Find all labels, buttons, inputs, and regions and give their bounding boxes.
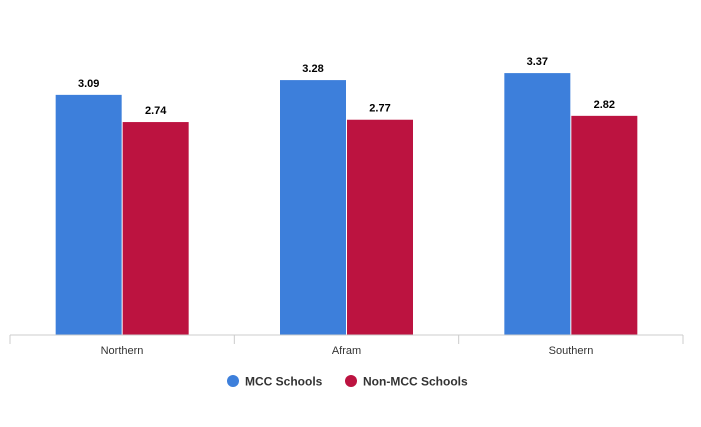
bar-non-mcc-schools-southern[interactable] [571, 115, 638, 336]
legend-label-mcc-schools: MCC Schools [245, 375, 323, 389]
value-label-mcc-schools-afram: 3.28 [302, 63, 323, 75]
value-labels-group: 3.09 2.74 3.28 2.77 3.37 2.82 [78, 56, 615, 117]
bars-group [55, 73, 638, 336]
value-label-non-mcc-schools-southern: 2.82 [594, 99, 615, 111]
category-label-afram: Afram [332, 345, 361, 357]
legend-label-non-mcc-schools: Non-MCC Schools [363, 375, 468, 389]
value-label-mcc-schools-northern: 3.09 [78, 78, 99, 90]
bar-non-mcc-schools-northern[interactable] [122, 122, 189, 335]
value-label-non-mcc-schools-afram: 2.77 [369, 103, 390, 115]
bar-non-mcc-schools-afram[interactable] [347, 119, 413, 335]
bar-mcc-schools-southern[interactable] [504, 73, 571, 336]
category-label-northern: Northern [101, 345, 144, 357]
bar-mcc-schools-northern[interactable] [55, 94, 122, 335]
category-labels-group: Northern Afram Southern [101, 345, 594, 357]
legend-marker-mcc-schools [227, 375, 239, 387]
value-label-non-mcc-schools-northern: 2.74 [145, 105, 167, 117]
category-label-southern: Southern [549, 345, 594, 357]
value-label-mcc-schools-southern: 3.37 [527, 56, 548, 68]
bar-mcc-schools-afram[interactable] [280, 80, 346, 336]
legend-marker-non-mcc-schools [345, 375, 357, 387]
legend-item-mcc-schools[interactable]: MCC Schools [227, 375, 323, 389]
x-ticks-group [9, 335, 684, 344]
legend-item-non-mcc-schools[interactable]: Non-MCC Schools [345, 375, 468, 389]
legend[interactable]: MCC Schools Non-MCC Schools [227, 375, 468, 389]
